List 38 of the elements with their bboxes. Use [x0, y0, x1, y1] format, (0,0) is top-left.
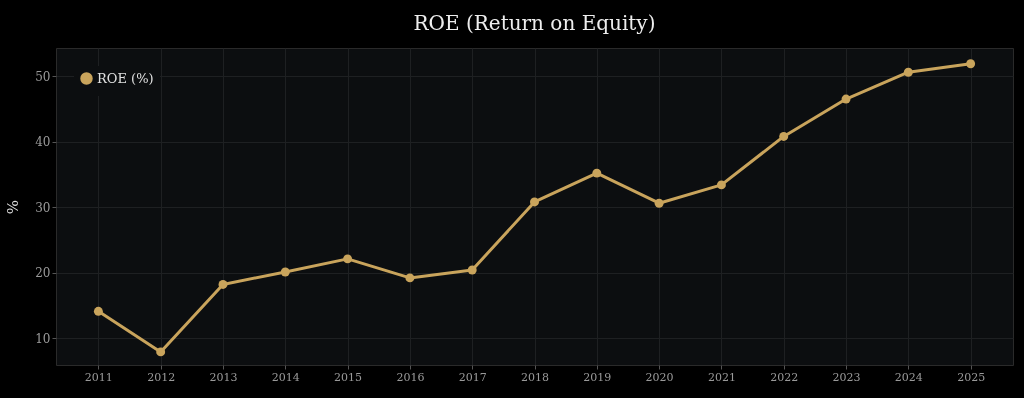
x-tick-label: 2014	[271, 370, 300, 384]
point	[218, 279, 228, 289]
x-tick-label: 2025	[957, 370, 986, 384]
point	[716, 180, 726, 190]
x-tick-label: 2018	[521, 370, 549, 384]
point	[592, 168, 602, 178]
x-tick-label: 2016	[396, 370, 425, 384]
point	[405, 273, 415, 283]
y-tick-label: 40	[35, 135, 51, 150]
legend-label: ROE (%)	[97, 70, 154, 86]
point	[779, 131, 789, 141]
x-tick-label: 2019	[583, 370, 612, 384]
x-tick-label: 2023	[832, 370, 861, 384]
point	[156, 347, 166, 357]
y-tick-label: 10	[35, 331, 51, 346]
x-tick-label: 2013	[209, 370, 238, 384]
x-tick-label: 2012	[147, 370, 176, 384]
x-tick-label: 2021	[707, 370, 736, 384]
y-axis-title: %	[4, 199, 23, 215]
y-tick-label: 50	[35, 69, 51, 84]
chart-title: ROE (Return on Equity)	[413, 11, 656, 35]
point	[841, 94, 851, 104]
x-tick-label: 2024	[894, 370, 923, 384]
point	[530, 197, 539, 207]
point	[654, 198, 664, 208]
x-tick-label: 2011	[84, 370, 113, 384]
y-tick-label: 20	[35, 266, 51, 281]
x-tick-label: 2020	[645, 370, 674, 384]
point	[93, 306, 103, 316]
y-tick-label: 30	[35, 200, 51, 215]
point	[280, 267, 290, 277]
point	[467, 265, 477, 275]
point	[966, 59, 976, 69]
x-tick-label: 2015	[334, 370, 363, 384]
point	[343, 254, 353, 264]
x-tick-label: 2017	[458, 370, 487, 384]
x-tick-label: 2022	[770, 370, 799, 384]
point	[903, 67, 913, 77]
